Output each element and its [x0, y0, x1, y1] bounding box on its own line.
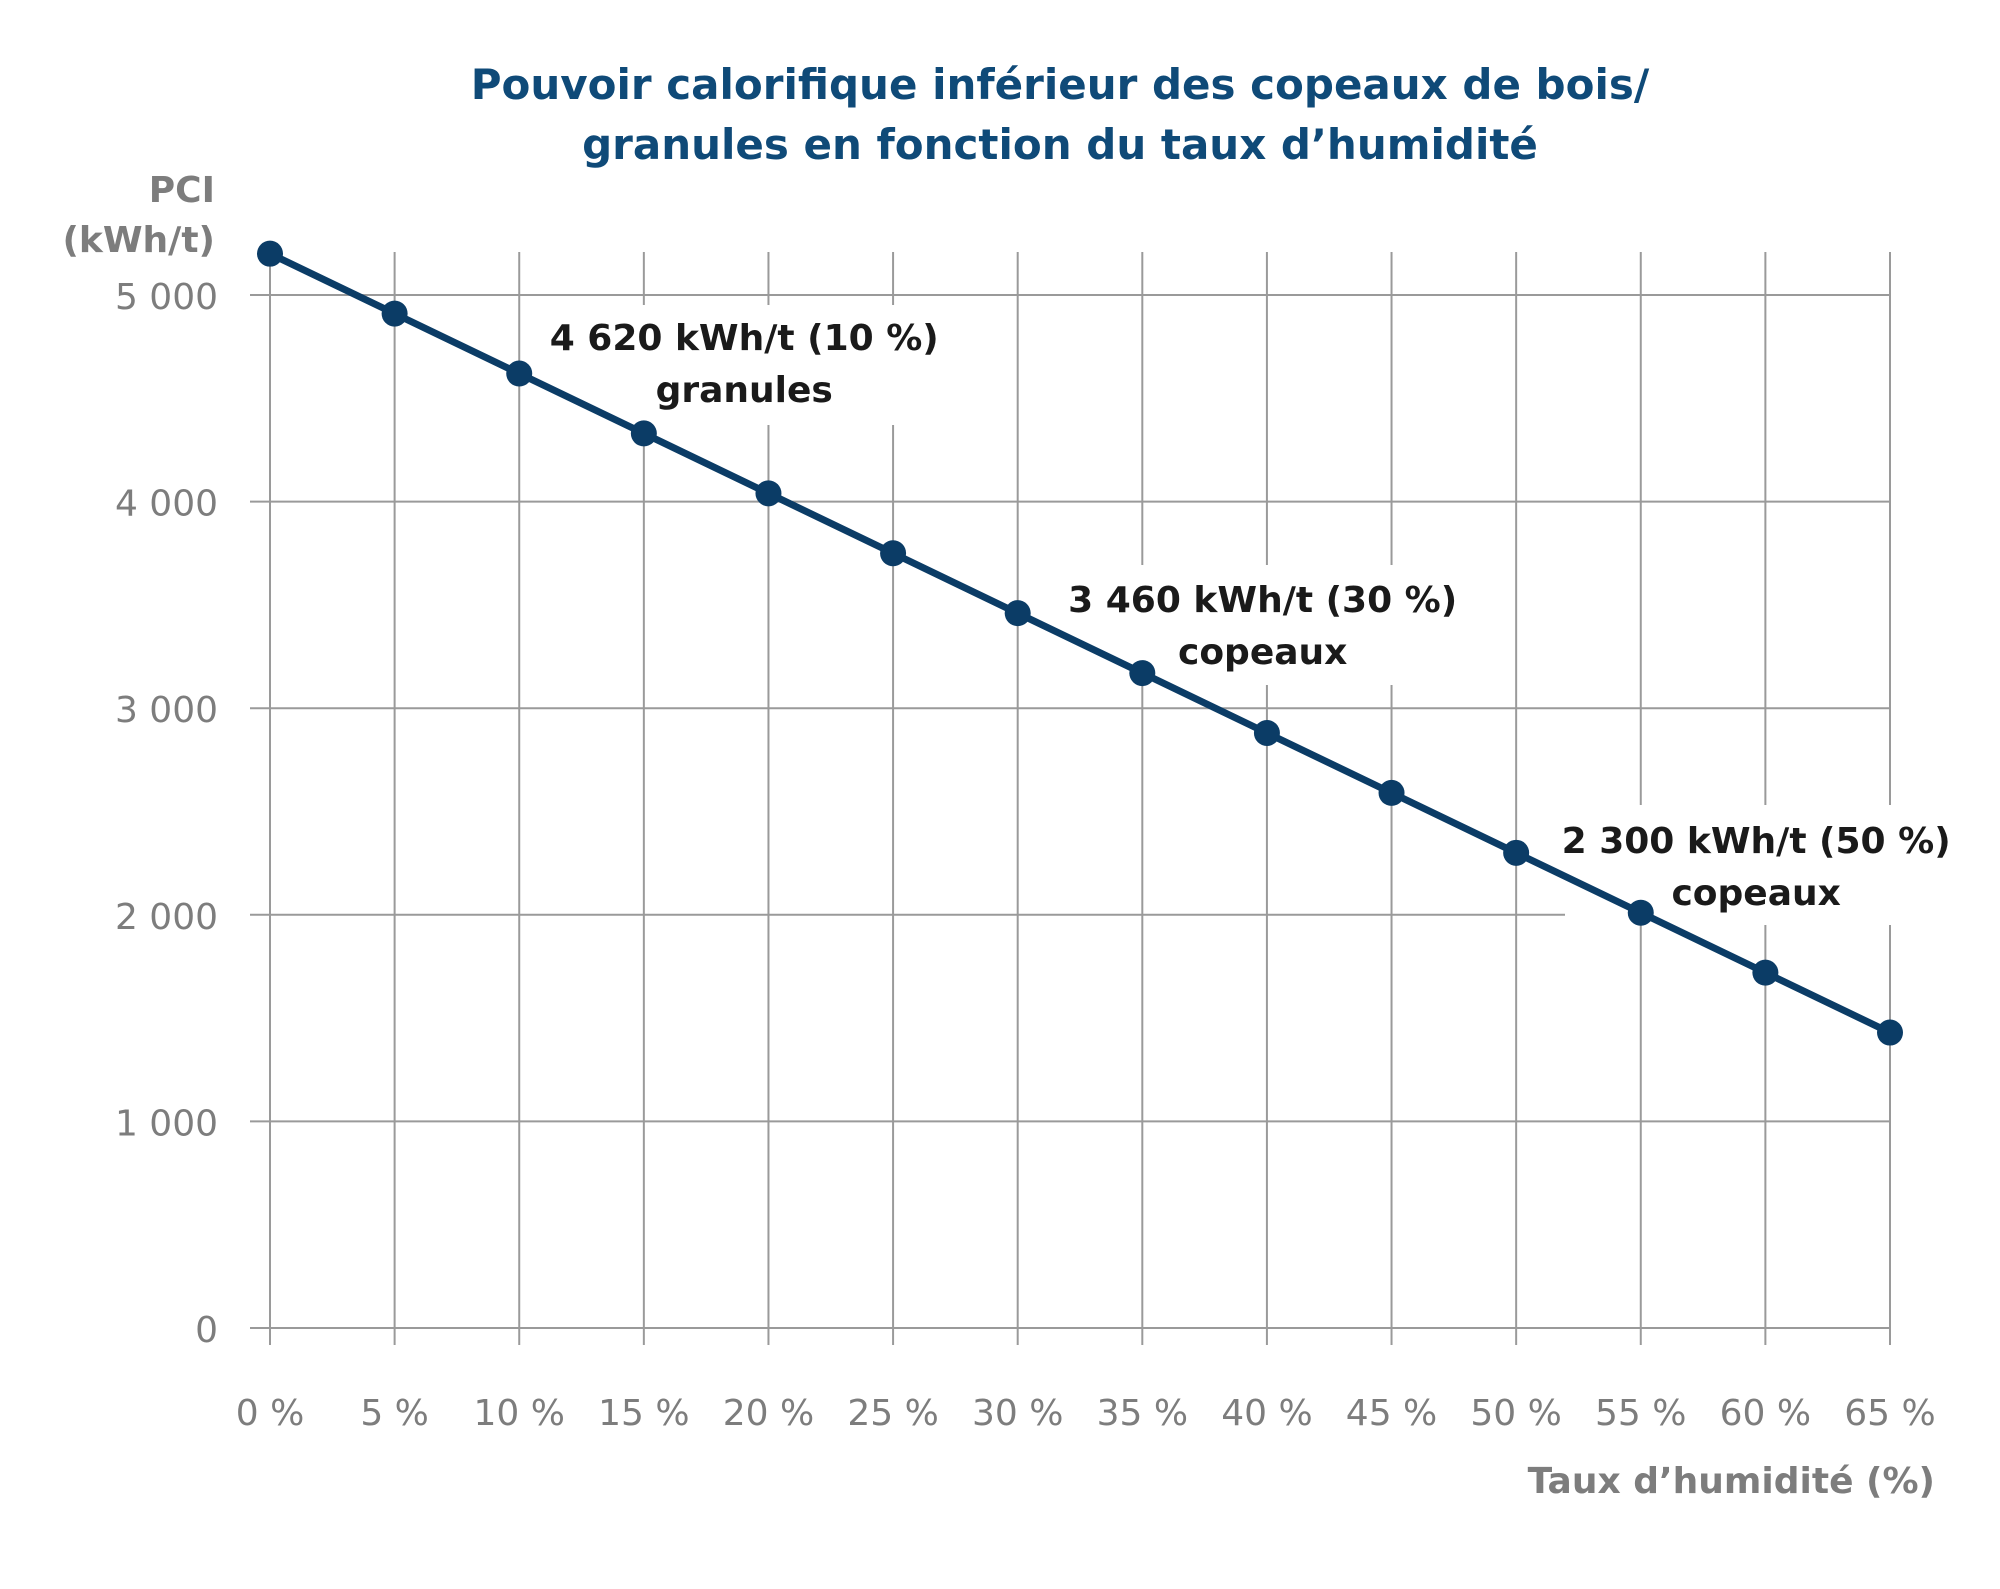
y-tick-label: 0: [195, 1310, 218, 1351]
x-tick-label: 25 %: [847, 1393, 938, 1434]
data-point: [755, 480, 782, 507]
series-layer: [257, 240, 1903, 1046]
x-tick-label: 60 %: [1720, 1393, 1811, 1434]
annotation-label: copeaux: [1671, 873, 1840, 914]
data-point: [381, 300, 408, 327]
x-tick-label: 30 %: [972, 1393, 1063, 1434]
chart-title-line-1: Pouvoir calorifique inférieur des copeau…: [470, 60, 1650, 109]
chart-title: Pouvoir calorifique inférieur des copeau…: [0, 55, 2000, 175]
data-point: [257, 240, 283, 267]
x-tick-label: 0 %: [236, 1393, 305, 1434]
data-point: [1129, 660, 1156, 687]
x-tick-label: 10 %: [473, 1393, 564, 1434]
grid: [250, 252, 1955, 1345]
series-line: [266, 250, 1894, 1037]
data-point: [1253, 719, 1280, 746]
x-axis-label: Taux d’humidité (%): [1528, 1461, 1935, 1502]
x-tick-label: 35 %: [1097, 1393, 1188, 1434]
data-point: [1378, 779, 1405, 806]
data-point: [1627, 899, 1654, 926]
data-point: [1004, 600, 1031, 627]
y-tick-label: 2 000: [115, 897, 218, 938]
annotation-label: granules: [656, 370, 833, 411]
y-axis-label: (kWh/t): [62, 220, 215, 261]
data-point: [630, 420, 657, 447]
data-point: [1877, 1019, 1903, 1046]
data-point: [1503, 839, 1530, 866]
annotations: 4 620 kWh/t (10 %) granules 3 460 kWh/t (3…: [550, 318, 1951, 914]
data-point: [1752, 959, 1779, 986]
y-tick-label: 1 000: [115, 1103, 218, 1144]
annotation-background: [540, 305, 910, 425]
chart-title-line-2: granules en fonction du taux d’humidité: [582, 120, 1538, 169]
data-point: [880, 540, 907, 567]
x-tick-label: 65 %: [1844, 1393, 1935, 1434]
y-axis-label: PCI: [149, 170, 215, 211]
x-tick-label: 55 %: [1595, 1393, 1686, 1434]
annotation-label: 2 300 kWh/t (50 %): [1562, 821, 1951, 862]
x-tick-label: 40 %: [1221, 1393, 1312, 1434]
y-tick-label: 4 000: [115, 484, 218, 525]
x-tick-label: 45 %: [1346, 1393, 1437, 1434]
y-tick-label: 3 000: [115, 690, 218, 731]
axes: 0 1 000 2 000 3 000 4 000 5 000 0 % 5 % 10 % 15 %…: [62, 170, 1935, 1502]
annotation-label: copeaux: [1178, 632, 1347, 673]
x-tick-label: 5 %: [360, 1393, 429, 1434]
data-point: [506, 360, 533, 387]
x-tick-label: 15 %: [598, 1393, 689, 1434]
x-tick-label: 50 %: [1470, 1393, 1561, 1434]
y-tick-label: 5 000: [115, 277, 218, 318]
annotation-label: 4 620 kWh/t (10 %): [550, 318, 939, 359]
x-tick-label: 20 %: [723, 1393, 814, 1434]
annotation-label: 3 460 kWh/t (30 %): [1068, 580, 1457, 621]
